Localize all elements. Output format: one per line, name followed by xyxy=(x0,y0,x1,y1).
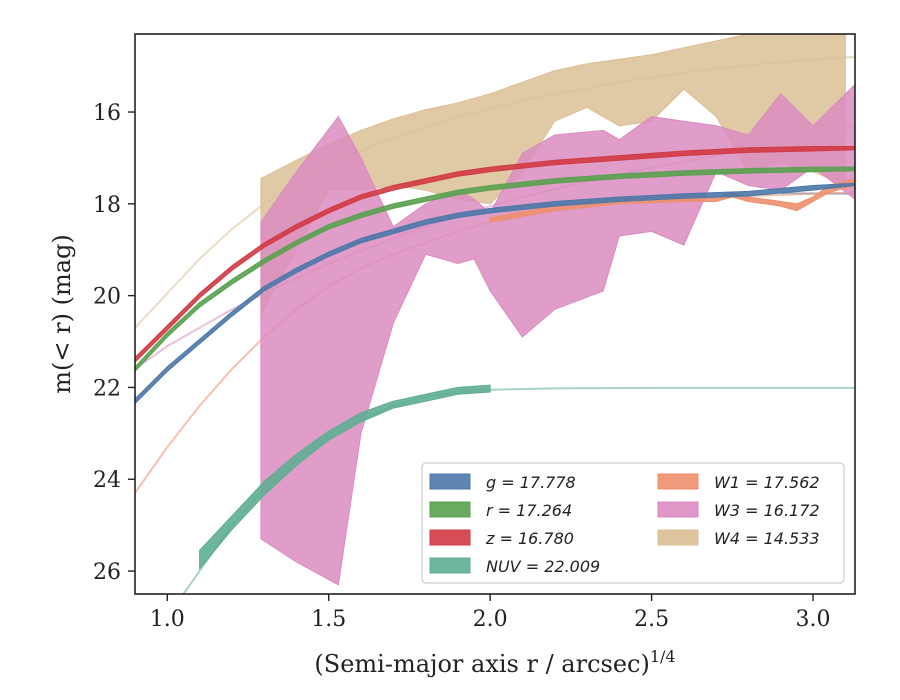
legend-label: r = 17.264 xyxy=(486,501,572,520)
y-tick-label: 16 xyxy=(93,101,121,126)
x-axis-label-sup: 1/4 xyxy=(650,647,676,666)
band-3 xyxy=(199,384,491,571)
legend-swatch xyxy=(429,529,471,546)
legend: g = 17.778 r = 17.264 z = 16.780 NUV = 22.0… xyxy=(421,462,845,584)
band-1 xyxy=(135,166,855,373)
legend-swatch xyxy=(657,473,699,490)
legend-swatch xyxy=(657,501,699,518)
x-tick-label: 1.0 xyxy=(150,607,185,632)
y-tick-label: 20 xyxy=(93,285,121,310)
y-axis-label: m(< r) (mag) xyxy=(48,234,76,393)
legend-label: W3 = 16.172 xyxy=(714,501,820,520)
y-axis: 16 18 20 22 24 26 xyxy=(93,101,135,585)
legend-swatch xyxy=(657,529,699,546)
bands-layer xyxy=(135,34,855,586)
x-tick-label: 2.0 xyxy=(473,607,508,632)
legend-swatch xyxy=(429,473,471,490)
legend-label: g = 17.778 xyxy=(486,473,576,492)
legend-label: z = 16.780 xyxy=(485,529,574,548)
y-tick-label: 26 xyxy=(93,560,121,585)
band-0 xyxy=(135,182,855,405)
x-tick-label: 2.5 xyxy=(634,607,669,632)
y-tick-label: 18 xyxy=(93,193,121,218)
x-axis-label: (Semi-major axis r / arcsec)1/4 xyxy=(314,647,675,678)
legend-box xyxy=(421,462,845,584)
x-axis-label-text: (Semi-major axis r / arcsec) xyxy=(314,650,649,678)
legend-swatch xyxy=(429,501,471,518)
y-tick-label: 22 xyxy=(93,376,121,401)
legend-swatch xyxy=(429,557,471,574)
legend-label: NUV = 22.009 xyxy=(486,557,600,576)
band-2 xyxy=(135,146,855,363)
y-tick-label: 24 xyxy=(93,468,121,493)
x-tick-label: 1.5 xyxy=(311,607,346,632)
x-tick-label: 3.0 xyxy=(796,607,831,632)
legend-label: W1 = 17.562 xyxy=(714,473,820,492)
plot-frame xyxy=(134,33,856,595)
x-axis: 1.0 1.5 2.0 2.5 3.0 xyxy=(150,594,831,632)
legend-label: W4 = 14.533 xyxy=(714,529,820,548)
band-5 xyxy=(260,83,855,586)
